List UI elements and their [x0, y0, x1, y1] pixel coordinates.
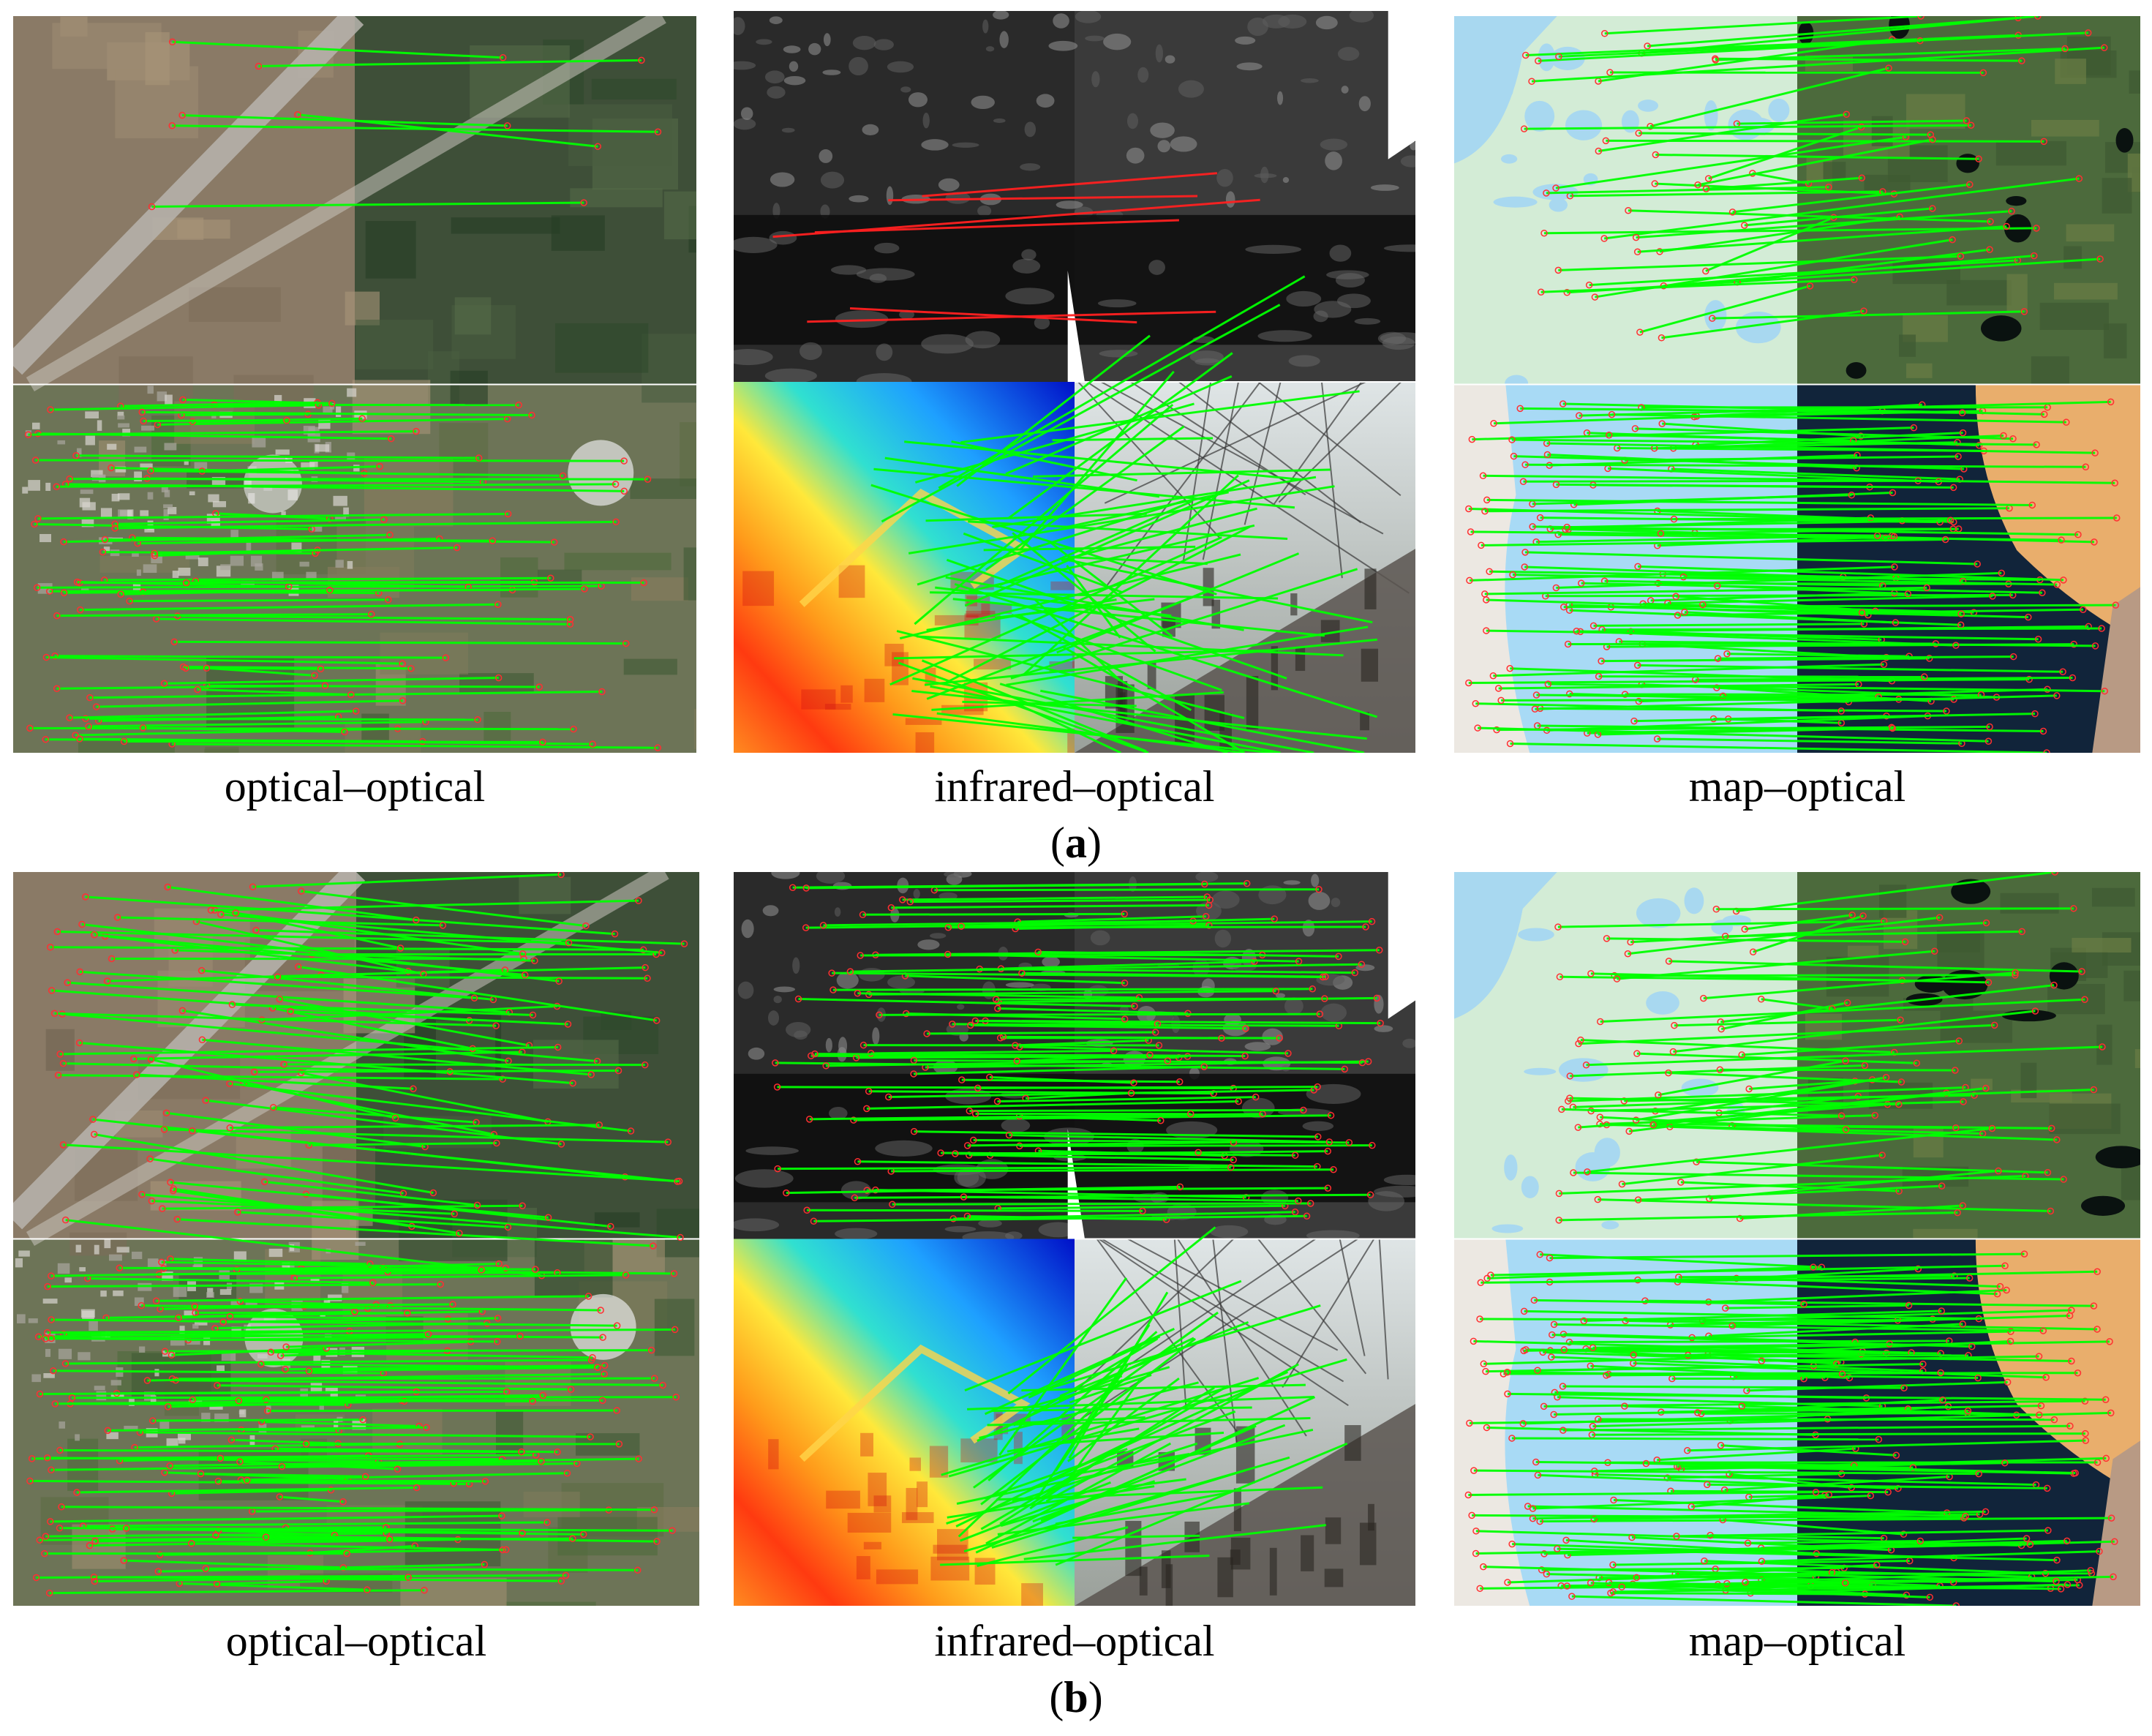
panel-b-map-optical — [1454, 872, 2140, 1606]
caption-b-map-optical: map–optical — [1688, 1617, 1906, 1665]
panel-b-infrared-optical — [734, 872, 1415, 1606]
caption-b-infrared-optical: infrared–optical — [934, 1617, 1215, 1665]
map-optical-match-image — [1454, 872, 2140, 1606]
optical-optical-match-image — [13, 872, 699, 1606]
sublabel-a: (a) — [1050, 819, 1102, 867]
infrared-optical-match-image — [734, 11, 1415, 753]
map-optical-match-image — [1454, 16, 2140, 753]
panel-a-optical-optical — [13, 16, 696, 753]
caption-a-infrared-optical: infrared–optical — [934, 762, 1215, 811]
caption-a-optical-optical: optical–optical — [224, 762, 486, 811]
caption-b-optical-optical: optical–optical — [225, 1617, 487, 1665]
panel-a-map-optical — [1454, 16, 2140, 753]
sublabel-b-letter: b — [1064, 1673, 1088, 1721]
panel-b-optical-optical — [13, 872, 699, 1606]
sublabel-b: (b) — [1049, 1673, 1103, 1721]
panel-a-infrared-optical — [734, 11, 1415, 753]
sublabel-a-letter: a — [1065, 819, 1087, 867]
optical-optical-match-image — [13, 16, 696, 753]
infrared-optical-match-image — [734, 872, 1415, 1606]
caption-a-map-optical: map–optical — [1688, 762, 1906, 811]
